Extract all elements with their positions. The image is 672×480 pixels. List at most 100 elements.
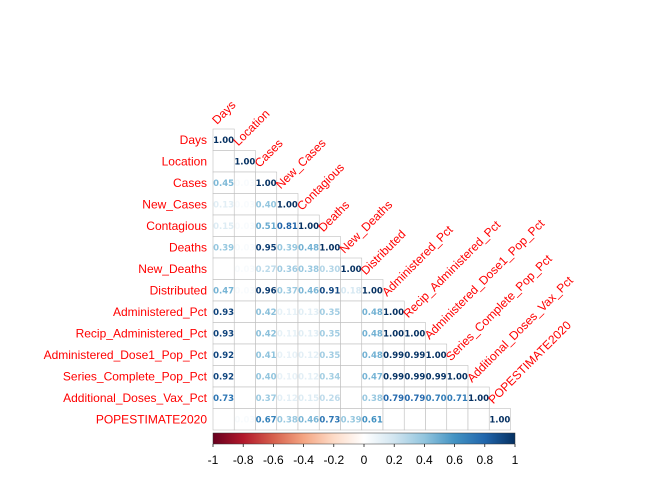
heatmap-cell xyxy=(340,365,363,388)
cell-value-label: 0.39 xyxy=(277,243,298,253)
cell-value-label: 0.48 xyxy=(298,243,319,253)
cell-value-label: 0.71 xyxy=(447,394,468,404)
heatmap-cell xyxy=(233,365,256,388)
colorbar-tick-label: 0.6 xyxy=(446,453,463,467)
cell-value-label: 0.67 xyxy=(256,415,277,425)
row-label: Distributed xyxy=(150,283,207,297)
row-label: POPESTIMATE2020 xyxy=(96,412,207,426)
cell-value-label: 0.92 xyxy=(213,372,234,382)
cell-value-label: 0.46 xyxy=(298,415,319,425)
cell-value-label: 1.00 xyxy=(319,243,340,253)
cell-value-label: 1.00 xyxy=(234,157,255,167)
cell-value-label: 1.00 xyxy=(447,372,468,382)
row-label: Contagious xyxy=(146,219,207,233)
colorbar-tick-label: -0.4 xyxy=(293,453,314,467)
cell-value-label: 0.73 xyxy=(213,394,234,404)
cell-value-label: 1.00 xyxy=(383,329,404,339)
cell-value-label: 1.00 xyxy=(213,136,234,146)
heatmap-cell xyxy=(340,343,363,366)
column-label: Deaths xyxy=(315,198,352,235)
cell-value-label: 0.48 xyxy=(362,329,383,339)
heatmap-cell xyxy=(233,343,256,366)
colorbar-tick-label: -1 xyxy=(208,453,219,467)
row-label: Additional_Doses_Vax_Pct xyxy=(63,391,208,405)
cell-value-label: 0.45 xyxy=(213,179,234,189)
cell-value-label: 0.03 xyxy=(234,286,255,296)
cell-value-label: 0.03 xyxy=(234,265,255,275)
heatmap-cell xyxy=(425,408,448,431)
cell-value-label: 0.15 xyxy=(213,222,234,232)
cell-value-label: 1.00 xyxy=(468,394,489,404)
colorbar-tick-label: 0.8 xyxy=(476,453,493,467)
heatmap-cell xyxy=(403,408,426,431)
cell-value-label: 0.92 xyxy=(213,351,234,361)
cell-value-label: 0.37 xyxy=(277,286,298,296)
row-label: Days xyxy=(180,133,207,147)
colorbar-gradient xyxy=(212,432,516,445)
heatmap-cell xyxy=(212,257,235,280)
cell-value-label: 0.40 xyxy=(256,372,277,382)
cell-value-label: 0.40 xyxy=(256,200,277,210)
cell-value-label: 0.38 xyxy=(362,394,383,404)
heatmap-cell xyxy=(446,408,469,431)
cell-value-label: 1.00 xyxy=(404,329,425,339)
cell-value-label: 1.00 xyxy=(362,286,383,296)
cell-value-label: 0.12 xyxy=(298,372,319,382)
cell-value-label: 0.41 xyxy=(256,351,277,361)
cell-value-label: 0.13 xyxy=(298,308,319,318)
cell-value-label: 1.00 xyxy=(383,308,404,318)
cell-value-label: 0.39 xyxy=(213,243,234,253)
cell-value-label: 0.48 xyxy=(362,351,383,361)
cell-value-label: 0.99 xyxy=(404,351,425,361)
cell-value-label: 0.99 xyxy=(383,351,404,361)
cell-value-label: 0.61 xyxy=(362,415,383,425)
cell-value-label: 0.93 xyxy=(213,329,234,339)
cell-value-label: 0.35 xyxy=(319,351,340,361)
cell-value-label: 0.70 xyxy=(426,394,447,404)
cell-value-label: 1.00 xyxy=(256,179,277,189)
row-label: New_Deaths xyxy=(138,262,207,276)
cell-value-label: 0.18 xyxy=(341,286,362,296)
cell-value-label: 1.00 xyxy=(489,415,510,425)
cell-value-label: 0.11 xyxy=(277,308,298,318)
cell-value-label: 0.73 xyxy=(319,415,340,425)
row-labels: Days Location Cases New_Cases Contagious Deat… xyxy=(44,133,208,427)
cell-value-label: 1.00 xyxy=(426,351,447,361)
cell-value-label: 0.12 xyxy=(277,394,298,404)
cell-value-label: 0.03 xyxy=(234,415,255,425)
heatmap-cell xyxy=(488,408,511,431)
colorbar-tick-label: -0.2 xyxy=(323,453,344,467)
row-label: Deaths xyxy=(169,240,207,254)
correlation-cells: 1.001.000.45 0.03 1.000.13 0.03 0.40 1.000.15… xyxy=(212,128,511,431)
colorbar-tick-label: -0.6 xyxy=(263,453,284,467)
cell-value-label: 0.95 xyxy=(256,243,277,253)
cell-value-label: 0.38 xyxy=(277,415,298,425)
row-label: Location xyxy=(162,154,207,168)
cell-value-label: 0.47 xyxy=(213,286,234,296)
cell-value-label: 0.48 xyxy=(362,308,383,318)
cell-value-label: 0.30 xyxy=(319,265,340,275)
cell-value-label: 0.03 xyxy=(234,200,255,210)
row-label: New_Cases xyxy=(142,197,207,211)
row-label: Recip_Administered_Pct xyxy=(76,326,208,340)
colorbar-tick-label: 0.2 xyxy=(386,453,403,467)
cell-value-label: 0.13 xyxy=(213,200,234,210)
heatmap-cell xyxy=(233,322,256,345)
heatmap-cell xyxy=(212,150,235,173)
cell-value-label: 0.38 xyxy=(298,265,319,275)
heatmap-cell xyxy=(467,408,490,431)
colorbar-tick-label: -0.8 xyxy=(233,453,254,467)
heatmap-cell xyxy=(233,300,256,323)
cell-value-label: 0.79 xyxy=(404,394,425,404)
cell-value-label: 0.46 xyxy=(298,286,319,296)
cell-value-label: 0.99 xyxy=(426,372,447,382)
color-legend: -1 -0.8 -0.6 -0.4 -0.2 0 0.2 0.4 0.6 0.8 1 xyxy=(208,432,519,467)
row-label: Cases xyxy=(173,176,207,190)
column-label: Cases xyxy=(252,136,286,170)
heatmap-cell xyxy=(233,386,256,409)
cell-value-label: 0.36 xyxy=(277,265,298,275)
row-label: Administered_Pct xyxy=(113,305,208,319)
cell-value-label: 0.37 xyxy=(256,394,277,404)
cell-value-label: 0.51 xyxy=(256,222,277,232)
row-label: Administered_Dose1_Pop_Pct xyxy=(44,348,208,362)
